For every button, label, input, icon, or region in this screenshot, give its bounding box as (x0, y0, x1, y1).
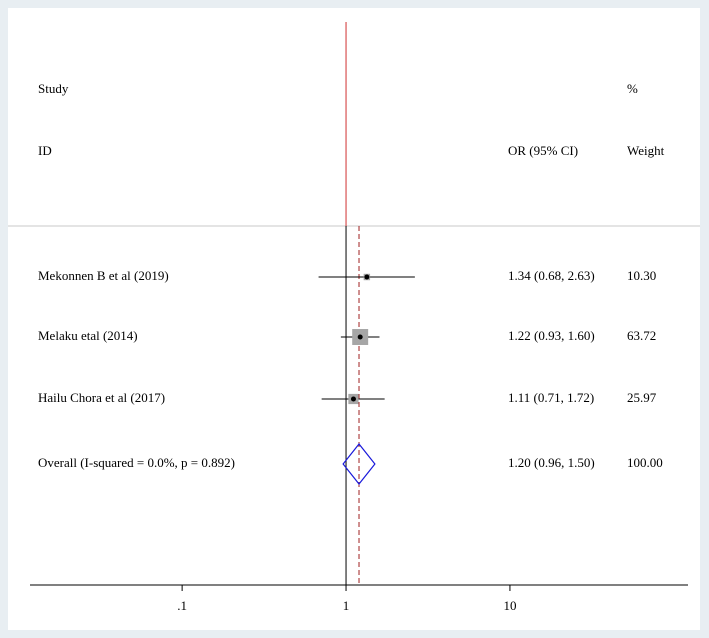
header-effect: OR (95% CI) (508, 143, 578, 158)
header-pct: % (627, 81, 638, 96)
ci-label: 1.20 (0.96, 1.50) (508, 455, 595, 470)
header-id: ID (38, 143, 52, 158)
weight-label: 100.00 (627, 455, 663, 470)
point-estimate (357, 334, 363, 340)
header-study: Study (38, 81, 69, 96)
ci-label: 1.11 (0.71, 1.72) (508, 390, 594, 405)
x-tick-label: .1 (177, 598, 187, 613)
overall-diamond (342, 443, 376, 485)
study-name: Mekonnen B et al (2019) (38, 268, 169, 283)
x-tick-label: 1 (343, 598, 350, 613)
overall-name: Overall (I-squared = 0.0%, p = 0.892) (38, 455, 235, 470)
point-estimate (364, 274, 370, 280)
study-name: Melaku etal (2014) (38, 328, 138, 343)
weight-label: 63.72 (627, 328, 656, 343)
study-name: Hailu Chora et al (2017) (38, 390, 165, 405)
weight-label: 10.30 (627, 268, 656, 283)
ci-label: 1.22 (0.93, 1.60) (508, 328, 595, 343)
header-weight: Weight (627, 143, 665, 158)
x-tick-label: 10 (503, 598, 516, 613)
plot-background (8, 8, 700, 630)
weight-label: 25.97 (627, 390, 657, 405)
ci-label: 1.34 (0.68, 2.63) (508, 268, 595, 283)
point-estimate (350, 396, 356, 402)
